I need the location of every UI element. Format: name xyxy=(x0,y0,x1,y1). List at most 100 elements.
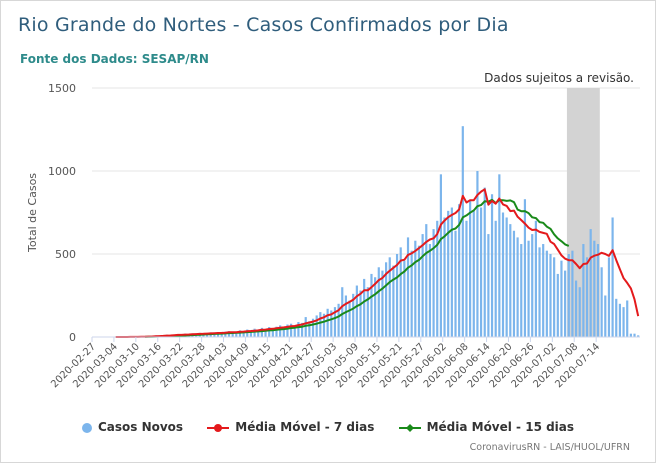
bar xyxy=(421,234,424,337)
bar xyxy=(564,270,567,337)
bar xyxy=(567,254,570,337)
bar xyxy=(363,278,366,337)
bar xyxy=(290,323,293,337)
bar xyxy=(553,257,556,337)
bar xyxy=(490,194,494,337)
ma7-line xyxy=(115,188,640,338)
bar xyxy=(344,295,348,337)
bar xyxy=(403,260,406,337)
bar xyxy=(483,187,486,337)
chart-legend: Casos Novos Média Móvel - 7 dias Média M… xyxy=(0,420,656,434)
bar xyxy=(633,333,636,337)
bar xyxy=(322,313,326,337)
bar xyxy=(355,285,358,337)
bar xyxy=(220,332,223,337)
bar xyxy=(395,254,399,337)
y-tick-label: 500 xyxy=(55,248,76,261)
bar xyxy=(538,247,541,337)
bar xyxy=(392,265,395,337)
bar xyxy=(286,324,289,337)
bar xyxy=(374,277,377,337)
bar xyxy=(509,224,512,337)
bar xyxy=(494,220,497,337)
legend-label-media-7: Média Móvel - 7 dias xyxy=(235,420,375,434)
bar xyxy=(593,240,596,337)
bar xyxy=(479,207,483,337)
bar xyxy=(377,267,380,337)
bar xyxy=(476,171,479,337)
bar xyxy=(556,273,559,337)
bar xyxy=(275,326,278,337)
bar xyxy=(516,237,519,337)
bar xyxy=(297,322,300,337)
y-tick-label: 0 xyxy=(69,331,76,344)
bar xyxy=(443,217,446,337)
bar xyxy=(352,293,355,337)
revision-note: Dados sujeitos a revisão. xyxy=(484,71,634,85)
y-axis-label: Total de Casos xyxy=(26,173,39,253)
chart-credits[interactable]: CoronavirusRN - LAIS/HUOL/UFRN xyxy=(469,442,630,453)
bar xyxy=(257,330,260,337)
bar xyxy=(436,220,439,337)
legend-item-media-15[interactable]: Média Móvel - 15 dias xyxy=(398,420,574,434)
bar xyxy=(615,298,618,337)
bar xyxy=(231,332,234,337)
bar xyxy=(549,254,552,337)
bar xyxy=(487,234,490,337)
bar xyxy=(465,220,468,337)
bar xyxy=(618,303,622,337)
bar xyxy=(315,315,318,337)
bar xyxy=(582,244,585,337)
legend-item-media-7[interactable]: Média Móvel - 7 dias xyxy=(207,420,374,434)
bar xyxy=(520,244,523,337)
bar xyxy=(607,257,611,337)
bar xyxy=(461,126,464,338)
bar xyxy=(319,312,322,337)
bar xyxy=(600,267,603,337)
bar xyxy=(293,325,296,337)
bar xyxy=(439,174,442,337)
bar xyxy=(300,322,304,337)
legend-label-casos-novos: Casos Novos xyxy=(97,420,184,434)
y-tick-label: 1000 xyxy=(48,165,76,178)
bar xyxy=(333,307,337,337)
bar xyxy=(359,290,362,337)
bar xyxy=(622,307,625,337)
bar xyxy=(341,287,344,337)
bar xyxy=(501,212,505,337)
bar xyxy=(589,229,592,337)
bar xyxy=(626,300,629,337)
bar xyxy=(447,210,450,337)
bar xyxy=(304,317,307,337)
bar xyxy=(527,240,530,337)
bar xyxy=(454,230,457,337)
bar xyxy=(578,287,581,337)
bar xyxy=(512,230,516,337)
bar xyxy=(406,237,410,337)
bar xyxy=(560,260,563,337)
legend-item-casos-novos[interactable]: Casos Novos xyxy=(81,420,184,434)
bar xyxy=(545,250,548,337)
bar xyxy=(637,335,640,337)
y-tick-label: 1500 xyxy=(48,82,76,95)
bar xyxy=(311,318,315,337)
bar xyxy=(604,295,607,337)
bar xyxy=(282,327,285,337)
bar xyxy=(268,327,271,337)
legend-line-7-symbol xyxy=(207,423,230,432)
bar xyxy=(337,303,340,337)
bar xyxy=(596,244,600,337)
bar xyxy=(505,217,508,337)
bar xyxy=(348,300,351,337)
legend-bar-symbol xyxy=(81,422,92,433)
bar xyxy=(249,330,253,337)
bar xyxy=(414,240,417,337)
bar xyxy=(571,250,574,337)
chart-title: Rio Grande do Nortes - Casos Confirmados… xyxy=(18,14,509,36)
bar xyxy=(242,331,245,337)
bar xyxy=(238,330,242,337)
bar xyxy=(253,328,256,337)
bar xyxy=(260,327,263,337)
